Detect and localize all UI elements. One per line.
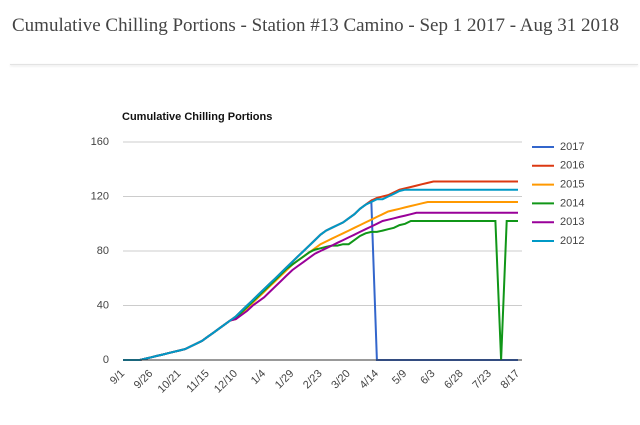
x-tick-label: 8/17 [499,368,523,392]
x-tick-label: 2/23 [301,368,325,392]
legend-label: 2016 [560,160,584,172]
y-tick-label: 80 [97,245,109,257]
x-tick-label: 3/20 [329,368,353,392]
x-tick-label: 7/23 [470,368,494,392]
x-tick-label: 6/28 [442,368,466,392]
x-tick-label: 9/26 [132,368,156,392]
legend-label: 2017 [560,141,584,153]
page-title: Cumulative Chilling Portions - Station #… [12,15,619,36]
x-tick-label: 1/4 [249,368,268,387]
chart-title: Cumulative Chilling Portions [122,111,272,123]
legend-label: 2014 [560,197,584,209]
series-line [123,201,518,361]
y-tick-label: 160 [91,136,109,148]
x-tick-label: 9/1 [108,368,127,387]
x-tick-label: 12/10 [212,368,240,396]
series-line [123,198,518,361]
y-tick-label: 120 [91,190,109,202]
divider [10,64,638,65]
series-line [123,220,518,361]
legend-label: 2015 [560,179,584,191]
x-tick-label: 1/29 [273,368,297,392]
legend-label: 2012 [560,235,584,247]
series-line [123,188,518,361]
series-line [123,180,518,361]
y-tick-label: 0 [103,354,109,366]
legend-label: 2013 [560,216,584,228]
x-tick-label: 5/9 [390,368,409,387]
x-tick-label: 10/21 [156,368,184,396]
x-tick-label: 4/14 [357,368,381,392]
y-tick-label: 40 [97,299,109,311]
x-tick-label: 11/15 [184,368,211,395]
x-tick-label: 6/3 [418,368,437,387]
